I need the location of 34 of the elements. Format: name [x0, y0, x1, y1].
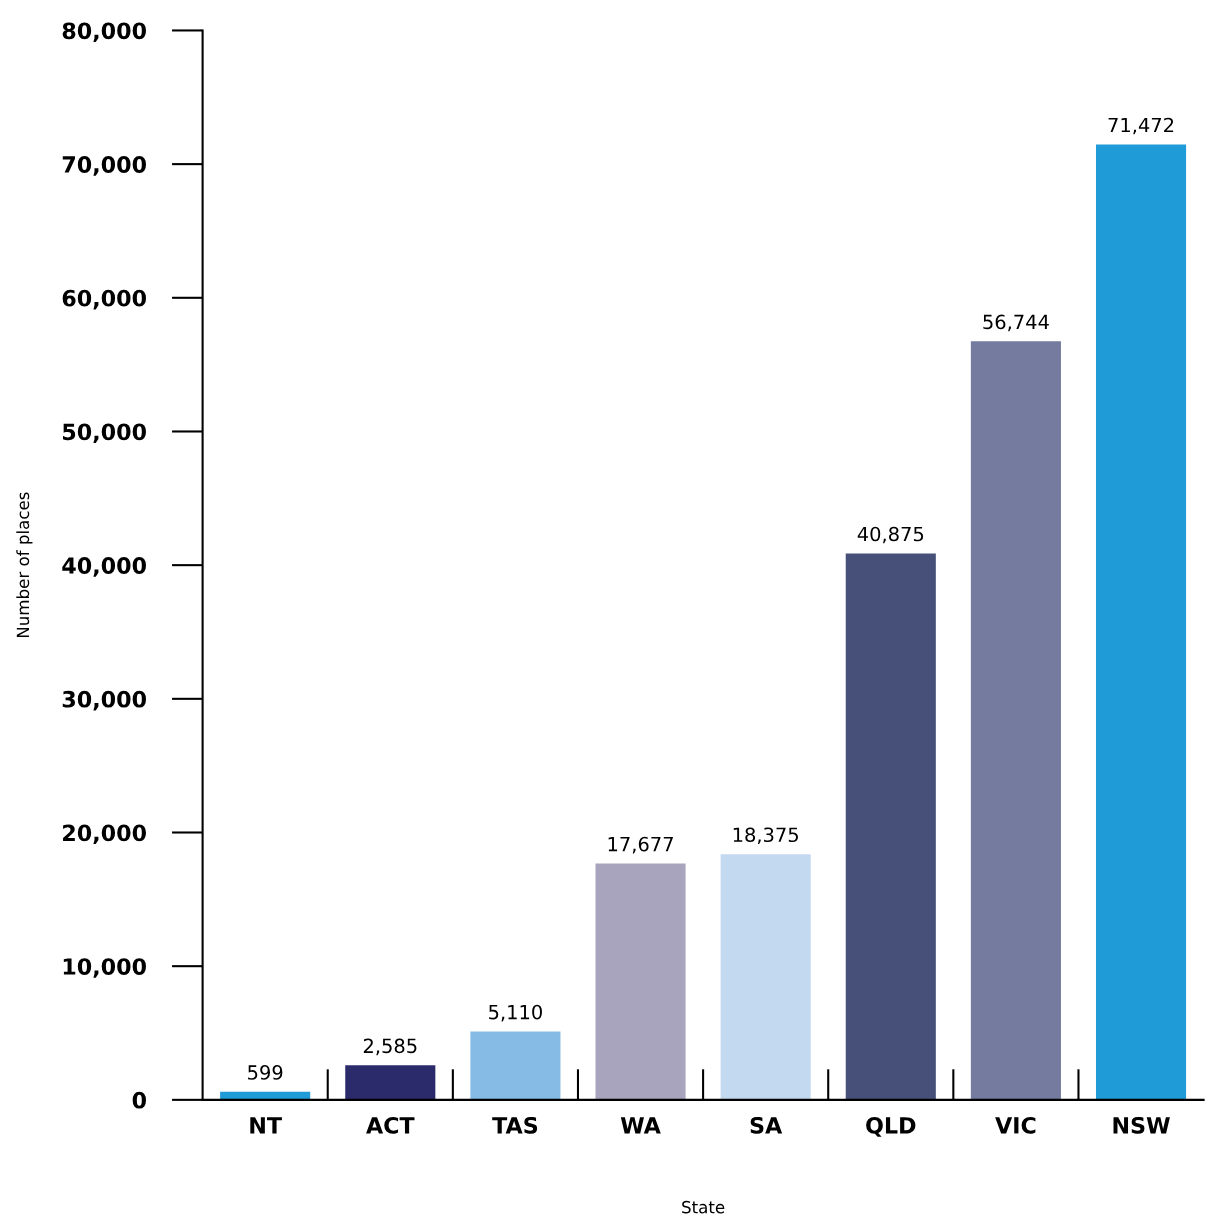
x-tick-label: TAS	[492, 1116, 538, 1134]
bar	[345, 1065, 436, 1100]
y-axis-title: Number of places	[16, 492, 33, 638]
y-tick-label: 30,000	[62, 690, 146, 711]
x-tick-label: NT	[250, 1117, 282, 1134]
x-axis-title: State	[682, 1200, 725, 1214]
data-label: 2,585	[363, 1038, 417, 1056]
bar	[970, 341, 1061, 1100]
data-label: 17,677	[608, 836, 673, 854]
bar	[720, 854, 811, 1100]
y-tick-label: 0	[132, 1091, 146, 1109]
x-tick-label: WA	[620, 1117, 661, 1134]
data-label: 56,744	[983, 314, 1049, 332]
data-label: 40,875	[857, 526, 924, 544]
bar	[1095, 144, 1187, 1100]
data-label: 5,110	[489, 1004, 542, 1022]
bar	[595, 863, 686, 1100]
y-tick-label: 50,000	[63, 423, 146, 444]
x-tick-label: QLD	[866, 1116, 916, 1137]
y-tick-label: 40,000	[62, 557, 146, 577]
bar	[845, 553, 936, 1100]
y-tick-label: 60,000	[62, 289, 146, 310]
data-label: 18,375	[733, 827, 798, 845]
y-tick-label: 70,000	[62, 156, 146, 176]
x-tick-label: NSW	[1113, 1116, 1170, 1134]
y-tick-label: 80,000	[62, 22, 146, 43]
y-tick-label: 20,000	[63, 824, 146, 845]
bar	[470, 1031, 561, 1100]
data-label: 599	[248, 1065, 283, 1080]
x-tick-label: ACT	[366, 1116, 415, 1134]
x-tick-label: SA	[750, 1116, 783, 1134]
x-tick-label: VIC	[995, 1116, 1036, 1134]
data-label: 71,472	[1108, 117, 1174, 135]
y-tick-label: 10,000	[63, 958, 146, 978]
